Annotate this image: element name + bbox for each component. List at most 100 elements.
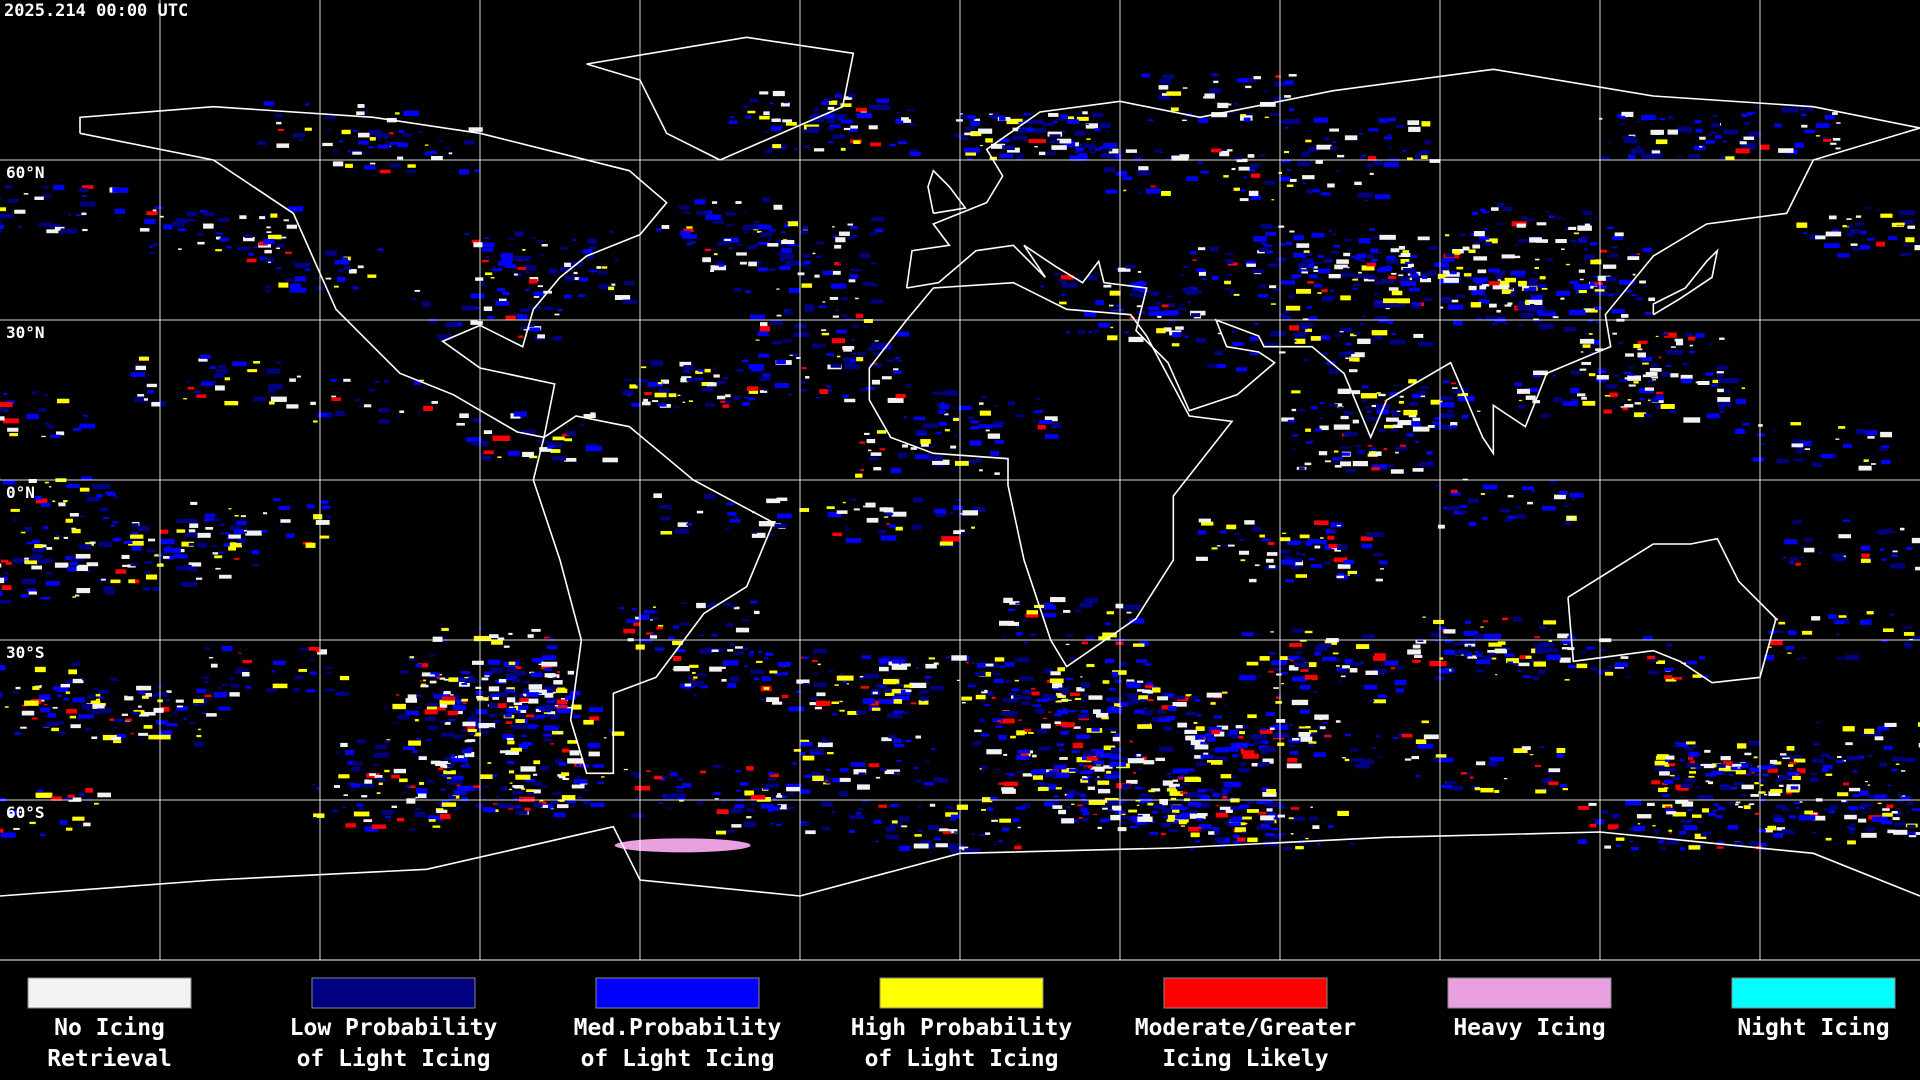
- icing-speck: [1813, 812, 1818, 815]
- icing-speck: [1278, 225, 1285, 228]
- icing-speck: [500, 786, 509, 791]
- icing-speck: [313, 277, 319, 280]
- icing-speck: [224, 532, 231, 535]
- icing-speck: [1295, 323, 1300, 325]
- icing-speck: [1373, 699, 1386, 704]
- icing-speck: [748, 364, 765, 370]
- icing-speck: [358, 132, 370, 138]
- icing-speck: [1277, 814, 1285, 818]
- icing-speck: [782, 822, 786, 824]
- icing-speck: [1545, 211, 1550, 213]
- icing-speck: [658, 403, 667, 407]
- icing-speck: [416, 706, 421, 709]
- icing-speck: [1856, 755, 1864, 759]
- icing-speck: [971, 526, 975, 529]
- icing-speck: [1240, 559, 1246, 562]
- icing-speck: [1219, 151, 1230, 157]
- icing-speck: [1052, 120, 1058, 124]
- icing-speck: [631, 813, 645, 818]
- icing-speck: [1374, 653, 1386, 658]
- icing-speck: [13, 519, 19, 521]
- icing-speck: [135, 363, 139, 365]
- icing-speck: [985, 429, 990, 432]
- icing-speck: [1722, 772, 1727, 775]
- icing-speck: [1668, 829, 1673, 832]
- icing-speck: [680, 377, 689, 383]
- icing-speck: [1372, 656, 1386, 661]
- icing-speck: [1615, 837, 1625, 841]
- icing-speck: [1287, 294, 1295, 299]
- icing-speck: [1700, 833, 1708, 837]
- icing-speck: [1048, 113, 1059, 117]
- icing-speck: [659, 504, 672, 509]
- icing-speck: [848, 279, 856, 283]
- icing-speck: [1842, 519, 1850, 522]
- icing-speck: [483, 450, 494, 455]
- icing-speck: [1795, 774, 1800, 776]
- icing-speck: [1352, 419, 1359, 424]
- icing-speck: [857, 352, 867, 356]
- icing-speck: [1281, 159, 1291, 163]
- icing-speck: [886, 359, 894, 363]
- icing-speck: [455, 806, 462, 810]
- icing-speck: [1411, 393, 1421, 399]
- icing-speck: [662, 794, 667, 797]
- icing-speck: [525, 714, 535, 718]
- icing-speck: [298, 138, 304, 141]
- icing-speck: [538, 663, 542, 666]
- icing-speck: [1369, 228, 1375, 231]
- icing-speck: [173, 554, 188, 559]
- icing-speck: [1049, 134, 1061, 138]
- icing-speck: [49, 224, 62, 229]
- icing-speck: [505, 689, 515, 693]
- icing-speck: [791, 219, 798, 222]
- icing-speck: [839, 231, 850, 236]
- icing-speck: [878, 699, 894, 704]
- icing-speck: [1881, 820, 1893, 825]
- icing-speck: [419, 379, 424, 382]
- icing-speck: [715, 830, 727, 835]
- icing-speck: [768, 534, 773, 536]
- icing-speck: [1654, 760, 1669, 766]
- icing-speck: [1443, 277, 1459, 283]
- icing-speck: [720, 400, 726, 403]
- icing-speck: [1216, 545, 1221, 547]
- icing-speck: [159, 730, 172, 736]
- icing-speck: [1735, 803, 1739, 806]
- icing-speck: [1136, 804, 1140, 807]
- icing-speck: [650, 360, 664, 366]
- icing-speck: [874, 840, 879, 843]
- icing-speck: [0, 416, 5, 421]
- icing-speck: [400, 670, 409, 674]
- icing-speck: [1219, 806, 1231, 810]
- icing-speck: [596, 266, 602, 269]
- icing-speck: [817, 663, 821, 666]
- icing-speck: [464, 751, 475, 758]
- icing-speck: [152, 586, 161, 592]
- icing-speck: [1109, 698, 1121, 704]
- icing-speck: [265, 258, 275, 263]
- icing-speck: [1656, 660, 1666, 665]
- icing-speck: [812, 252, 816, 255]
- icing-speck: [253, 246, 258, 248]
- icing-speck: [543, 738, 552, 742]
- icing-speck: [1438, 669, 1450, 674]
- icing-speck: [868, 763, 880, 768]
- icing-speck: [882, 688, 892, 693]
- icing-speck: [788, 393, 792, 396]
- icing-speck: [717, 381, 726, 385]
- icing-speck: [1464, 772, 1472, 775]
- icing-speck: [1258, 745, 1266, 749]
- icing-speck: [562, 433, 570, 437]
- icing-speck: [518, 335, 524, 338]
- icing-speck: [1338, 406, 1344, 409]
- icing-speck: [794, 148, 798, 150]
- icing-speck: [686, 226, 693, 229]
- icing-speck: [531, 628, 541, 632]
- icing-speck: [1028, 138, 1042, 144]
- icing-speck: [1300, 835, 1306, 838]
- icing-speck: [1319, 425, 1329, 431]
- icing-speck: [1229, 729, 1239, 735]
- icing-speck: [1887, 829, 1895, 834]
- icing-speck: [1161, 190, 1171, 196]
